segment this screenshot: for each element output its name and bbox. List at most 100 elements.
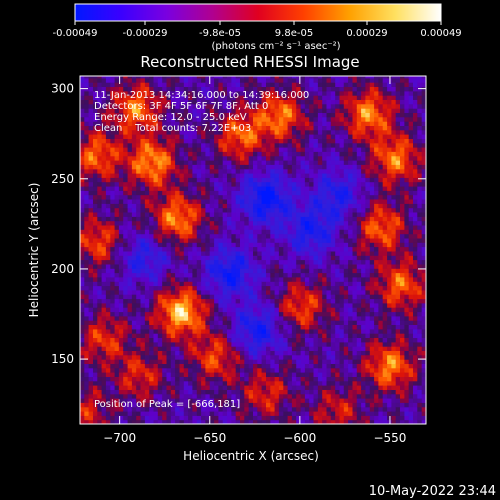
heatmap-cell [144,86,150,92]
heatmap-cell [235,402,241,408]
heatmap-cell [339,103,345,109]
heatmap-cell [257,233,263,239]
heatmap-cell [274,281,280,287]
heatmap-cell [136,147,142,152]
heatmap-cell [317,160,323,165]
heatmap-cell [235,76,241,79]
heatmap-cell [88,125,94,131]
heatmap-cell [339,263,345,269]
heatmap-cell [183,77,189,83]
heatmap-cell [278,199,284,204]
heatmap-cell [266,263,271,269]
heatmap-cell [274,298,280,304]
heatmap-cell [196,108,202,113]
heatmap-cell [201,324,206,330]
heatmap-cell [123,272,129,278]
heatmap-cell [131,151,137,157]
heatmap-cell [131,134,137,139]
heatmap-cell [183,160,189,165]
heatmap-cell [175,138,180,144]
heatmap-cell [222,302,228,308]
heatmap-cell [166,186,172,191]
heatmap-cell [170,341,176,347]
heatmap-cell [183,90,189,96]
heatmap-cell [196,90,202,96]
heatmap-cell [235,324,241,330]
heatmap-cell [309,315,315,321]
heatmap-cell [291,259,297,265]
heatmap-cell [240,203,245,209]
heatmap-cell [201,302,206,308]
heatmap-cell [339,164,345,170]
heatmap-cell [166,354,172,360]
heatmap-cell [257,125,263,131]
heatmap-cell [291,168,297,174]
heatmap-cell [330,363,336,369]
heatmap-cell [300,389,306,395]
heatmap-cell [88,99,94,105]
heatmap-cell [330,224,336,230]
heatmap-cell [218,103,224,109]
heatmap-cell [149,116,155,122]
heatmap-cell [127,268,133,274]
heatmap-cell [309,138,315,144]
heatmap-cell [278,411,284,416]
heatmap-cell [118,268,124,274]
heatmap-cell [179,255,185,261]
heatmap-cell [287,393,293,399]
heatmap-cell [105,259,111,265]
heatmap-cell [205,151,211,157]
heatmap-cell [136,389,142,395]
heatmap-cell [304,385,310,390]
heatmap-cell [149,212,155,217]
heatmap-cell [131,285,137,291]
heatmap-cell [97,76,103,79]
heatmap-cell [84,333,90,338]
heatmap-cell [313,138,319,144]
heatmap-cell [170,95,176,100]
heatmap-cell [231,285,237,291]
heatmap-cell [166,229,172,235]
heatmap-cell [131,233,137,239]
heatmap-cell [261,324,267,330]
heatmap-cell [326,272,332,278]
heatmap-cell [274,246,280,252]
heatmap-cell [153,385,159,390]
heatmap-cell [218,272,224,278]
heatmap-cell [140,315,146,321]
heatmap-cell [261,207,267,213]
heatmap-cell [231,207,237,213]
heatmap-cell [283,341,289,347]
heatmap-cell [313,103,319,109]
heatmap-cell [326,95,332,100]
heatmap-cell [153,242,159,248]
heatmap-cell [240,168,245,174]
heatmap-cell [304,311,310,317]
heatmap-cell [330,103,336,109]
heatmap-cell [309,212,315,217]
heatmap-cell [140,346,146,351]
heatmap-cell [110,333,116,338]
heatmap-cell [218,108,224,113]
heatmap-cell [227,354,232,360]
heatmap-cell [240,354,245,360]
heatmap-cell [123,289,129,295]
heatmap-cell [166,90,172,96]
heatmap-cell [153,320,159,325]
heatmap-cell [343,328,349,334]
heatmap-cell [248,220,254,226]
heatmap-cell [270,289,276,295]
heatmap-cell [300,354,306,360]
heatmap-cell [196,194,202,200]
heatmap-cell [201,168,206,174]
heatmap-cell [170,415,176,421]
heatmap-cell [283,233,289,239]
heatmap-cell [304,354,310,360]
heatmap-cell [192,125,198,131]
heatmap-cell [244,173,250,178]
heatmap-cell [105,181,111,187]
heatmap-cell [296,116,302,122]
heatmap-cell [127,220,133,226]
heatmap-cell [162,380,168,386]
heatmap-cell [287,411,293,416]
